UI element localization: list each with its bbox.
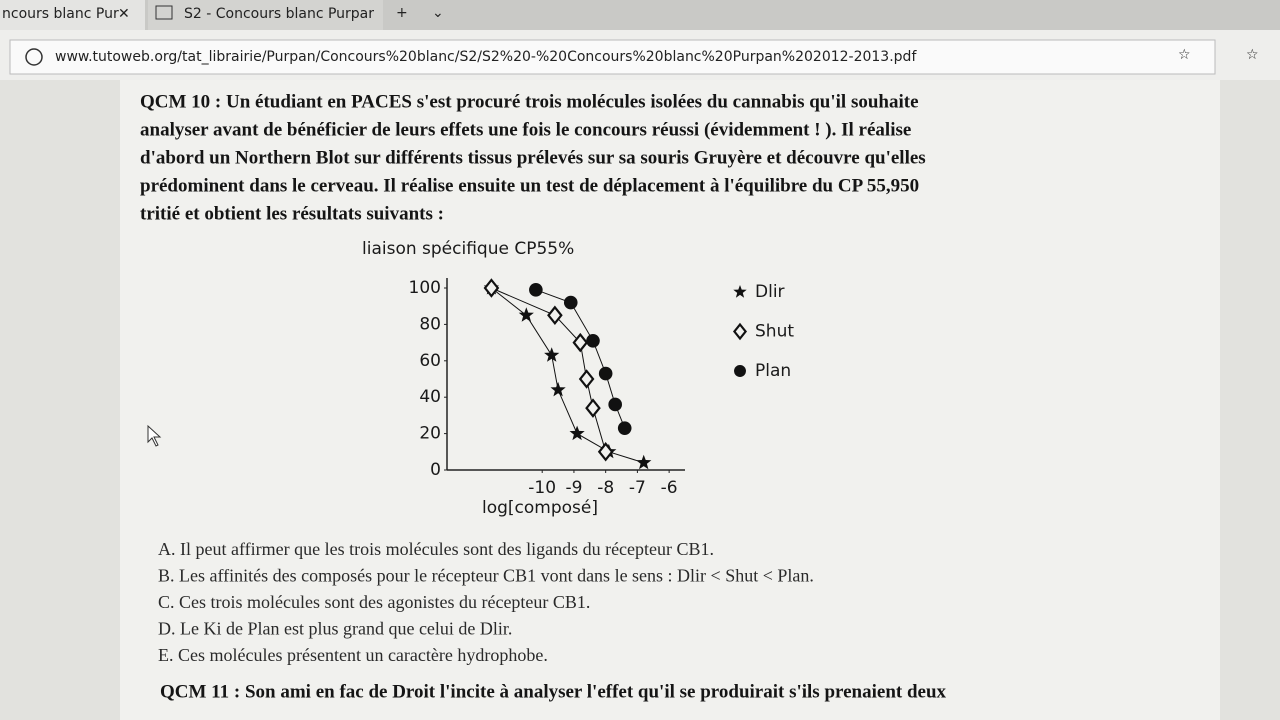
y-tick-label: 100 (409, 278, 441, 298)
answer: C. Ces trois molécules sont des agoniste… (158, 592, 590, 612)
y-tick-label: 0 (430, 460, 441, 480)
tab-close[interactable]: ✕ (118, 6, 130, 22)
tab-title: S2 - Concours blanc Purpar (184, 6, 374, 22)
tab[interactable] (0, 0, 145, 30)
question-line: tritié et obtient les résultats suivants… (140, 203, 444, 224)
chart: liaison spécifique CP55% log[composé] 0 20 4… (362, 239, 794, 518)
data-point (608, 397, 622, 412)
tab-menu[interactable]: ⌄ (432, 5, 444, 21)
url: www.tutoweb.org/tat_librairie/Purpan/Con… (55, 49, 917, 65)
data-point (578, 369, 595, 389)
data-point (518, 307, 534, 322)
y-tick-label: 80 (419, 314, 441, 334)
x-axis-label: log[composé] (482, 498, 598, 518)
data-point (550, 381, 566, 397)
legend-marker (733, 285, 747, 298)
favorite-star[interactable]: ☆ (1178, 47, 1191, 63)
question-line: QCM 10 : Un étudiant en PACES s'est proc… (140, 91, 919, 112)
x-tick-label: -6 (661, 478, 678, 498)
legend-marker (734, 365, 746, 377)
data-point (547, 305, 563, 326)
url-field[interactable] (9, 39, 1216, 75)
x-tick-label: -7 (629, 478, 646, 498)
legend-label: Plan (755, 361, 791, 381)
data-point (617, 421, 632, 435)
data-point (572, 332, 589, 353)
question-line: analyser avant de bénéficier de leurs ef… (140, 119, 911, 140)
legend-label: Dlir (755, 282, 785, 302)
y-axis-label: liaison spécifique CP55% (362, 239, 574, 259)
data-point (563, 295, 578, 310)
tab[interactable] (148, 0, 383, 30)
x-tick-label: -8 (597, 478, 614, 498)
answer: D. Le Ki de Plan est plus grand que celu… (158, 619, 512, 639)
curve (491, 287, 607, 452)
answer: E. Ces molécules présentent un caractère… (158, 645, 548, 665)
data-point (586, 333, 600, 348)
data-point (585, 398, 601, 418)
y-tick-label: 20 (419, 424, 441, 444)
data-point (597, 442, 614, 462)
pdf-page (120, 80, 1220, 720)
new-tab[interactable]: + (396, 5, 408, 21)
data-point (636, 454, 652, 470)
answer: A. Il peut affirmer que les trois molécu… (158, 539, 714, 559)
tab-title: ncours blanc Pur (2, 6, 119, 22)
question-line: prédominent dans le cerveau. Il réalise … (140, 175, 919, 196)
x-tick-label: -10 (528, 478, 556, 498)
next-question: QCM 11 : Son ami en fac de Droit l'incit… (160, 681, 947, 702)
data-point (569, 425, 585, 441)
data-point (483, 278, 500, 298)
data-point (529, 283, 543, 297)
y-tick-label: 40 (419, 387, 441, 407)
question-line: d'abord un Northern Blot sur différents … (140, 147, 926, 168)
mouse-cursor (147, 424, 162, 447)
x-tick-label: -9 (565, 478, 582, 498)
legend-marker (732, 322, 748, 341)
info-icon[interactable] (25, 48, 43, 66)
legend-label: Shut (755, 322, 794, 342)
answer: B. Les affinités des composés pour le ré… (158, 566, 814, 586)
tab-icon (155, 5, 173, 20)
data-point (544, 347, 560, 362)
reading-list[interactable]: ☆ (1246, 47, 1259, 63)
y-tick-label: 60 (419, 351, 441, 371)
data-point (598, 366, 613, 381)
